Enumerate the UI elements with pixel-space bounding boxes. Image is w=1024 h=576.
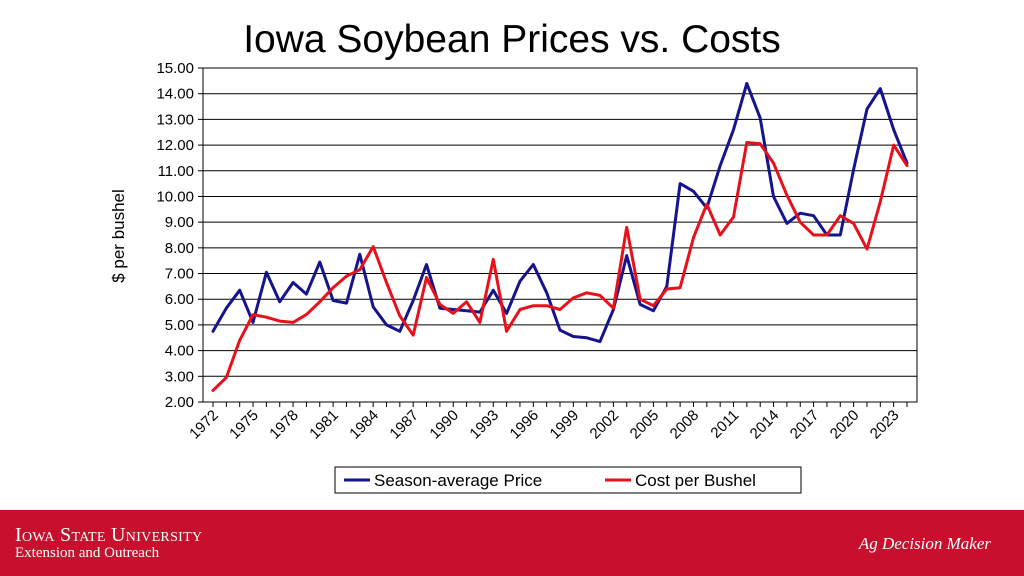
y-tick-label: 6.00: [165, 291, 194, 308]
x-tick-label: 1978: [266, 407, 302, 443]
x-tick-label: 1975: [226, 407, 262, 443]
series-line-0: [211, 81, 909, 344]
y-tick-label: 15.00: [156, 60, 194, 77]
y-tick-label: 4.00: [165, 343, 194, 360]
institution-logo-text: Iowa State University: [15, 524, 203, 546]
y-tick-label: 8.00: [165, 240, 194, 257]
legend: Season-average Price Cost per Bushel: [334, 466, 802, 494]
plot-area-frame: [202, 67, 918, 403]
footer-band: [0, 510, 1024, 576]
y-tick-labels: 2.00 3.00 4.00 5.00 6.00 7.00 8.00 9.00 10.00 11.…: [156, 60, 194, 411]
x-tick-label: 1990: [426, 407, 462, 443]
y-axis-title: $ per bushel: [109, 189, 128, 283]
x-tick-label: 1996: [507, 407, 543, 443]
y-tick-label: 9.00: [165, 214, 194, 231]
axes: [198, 67, 918, 407]
x-tick-label: 2008: [667, 407, 703, 443]
x-tick-label: 2002: [587, 407, 623, 443]
x-tick-label: 2014: [747, 407, 783, 443]
x-tick-label: 2020: [827, 407, 863, 443]
x-tick-label: 2017: [787, 407, 823, 443]
x-tick-labels: 1972 1975 1978 1981 1984 1987 1990 1993 1996 1999…: [186, 407, 902, 443]
y-tick-label: 7.00: [165, 266, 194, 283]
y-tick-label: 13.00: [156, 111, 194, 128]
legend-label-cost: Cost per Bushel: [635, 471, 756, 490]
x-tick-label: 2023: [867, 407, 903, 443]
brand-text: Ag Decision Maker: [858, 534, 991, 553]
x-tick-label: 2011: [707, 407, 742, 442]
x-tick-label: 1993: [466, 407, 502, 443]
y-tick-label: 10.00: [156, 188, 194, 205]
x-tick-label: 1987: [386, 407, 422, 443]
y-tick-label: 14.00: [156, 86, 194, 103]
y-tick-label: 12.00: [156, 137, 194, 154]
y-tick-label: 2.00: [165, 394, 194, 411]
x-tick-label: 1984: [346, 407, 382, 443]
x-tick-label: 1972: [186, 407, 222, 443]
x-tick-label: 2005: [627, 407, 663, 443]
data-series: [211, 81, 909, 392]
legend-box: [334, 466, 802, 494]
line-chart: 2.00 3.00 4.00 5.00 6.00 7.00 8.00 9.00 10.00 11.…: [109, 60, 918, 494]
x-tick-label: 1981: [306, 407, 342, 443]
y-tick-label: 11.00: [158, 163, 194, 180]
grid-lines: [203, 67, 917, 403]
institution-subtitle: Extension and Outreach: [15, 545, 160, 561]
chart-title: Iowa Soybean Prices vs. Costs: [243, 18, 781, 61]
series-line-1: [211, 141, 909, 392]
y-tick-label: 3.00: [165, 368, 194, 385]
x-tick-label: 1999: [547, 407, 583, 443]
y-tick-label: 5.00: [165, 317, 194, 334]
legend-label-price: Season-average Price: [374, 471, 542, 490]
